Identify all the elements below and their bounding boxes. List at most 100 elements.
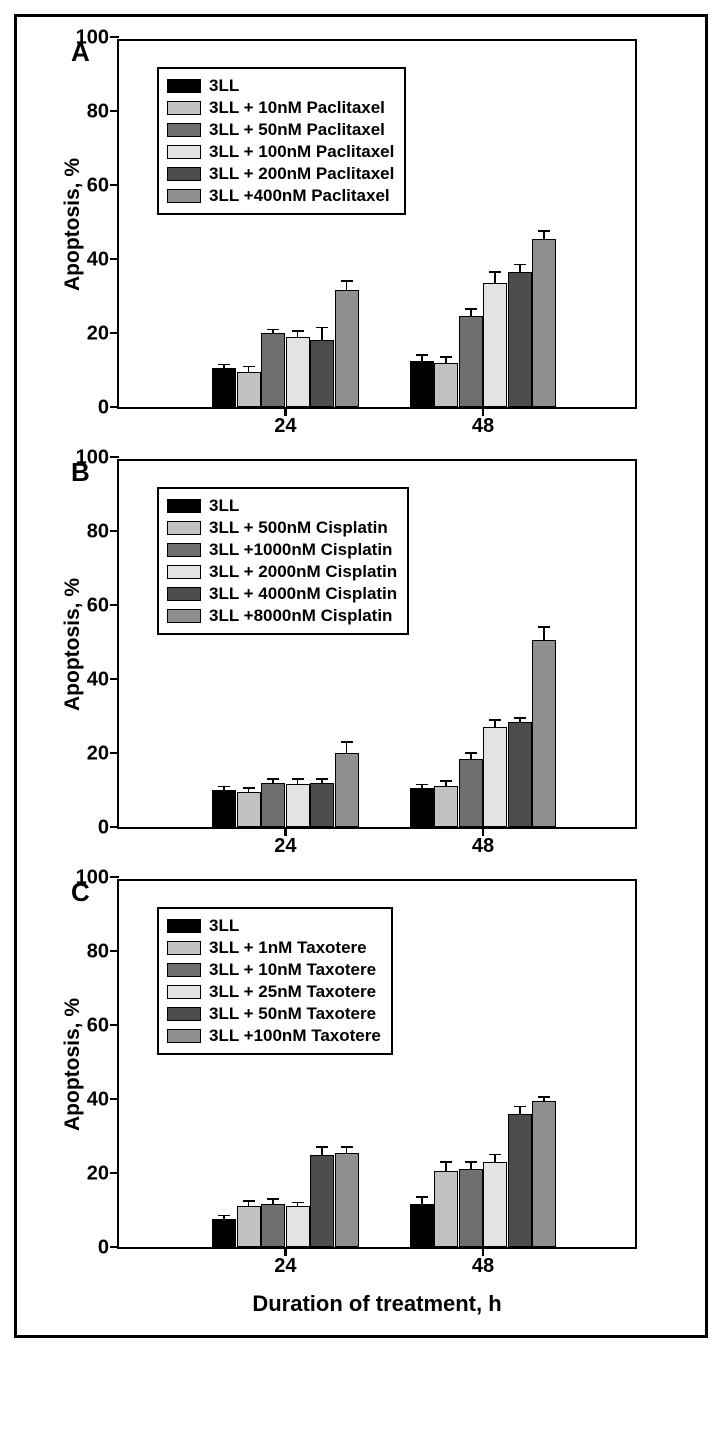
- legend-label: 3LL +400nM Paclitaxel: [209, 186, 390, 206]
- bar: [508, 272, 532, 407]
- error-bar-cap: [243, 1200, 255, 1202]
- x-tick-mark: [284, 407, 286, 416]
- bar: [237, 1206, 261, 1247]
- error-bar-cap: [267, 778, 279, 780]
- y-tick-label: 60: [87, 595, 119, 618]
- bar: [237, 372, 261, 407]
- error-bar-cap: [218, 786, 230, 788]
- bar: [212, 368, 236, 407]
- error-bar-stem: [470, 1162, 472, 1169]
- x-tick-mark: [284, 827, 286, 836]
- bar: [532, 239, 556, 407]
- y-tick-mark: [110, 1246, 119, 1248]
- bar: [310, 1155, 334, 1248]
- error-bar-stem: [248, 1201, 250, 1207]
- y-tick-mark: [110, 1024, 119, 1026]
- y-tick-label: 0: [98, 817, 119, 840]
- legend-label: 3LL + 1nM Taxotere: [209, 938, 367, 958]
- error-bar-cap: [489, 271, 501, 273]
- error-bar-cap: [514, 717, 526, 719]
- legend-label: 3LL + 2000nM Cisplatin: [209, 562, 397, 582]
- panel-c: CApoptosis, %02040608010024483LL3LL + 1n…: [27, 879, 695, 1283]
- legend-swatch: [167, 587, 201, 601]
- error-bar-cap: [538, 626, 550, 628]
- error-bar-stem: [519, 1106, 521, 1113]
- legend-swatch: [167, 167, 201, 181]
- bar: [434, 1171, 458, 1247]
- error-bar-stem: [470, 309, 472, 316]
- y-tick-label: 40: [87, 669, 119, 692]
- error-bar-cap: [489, 719, 501, 721]
- bar: [335, 290, 359, 407]
- y-tick-mark: [110, 530, 119, 532]
- y-tick-mark: [110, 456, 119, 458]
- y-axis-label: Apoptosis, %: [61, 158, 85, 291]
- legend-swatch: [167, 941, 201, 955]
- legend-swatch: [167, 189, 201, 203]
- bar: [483, 283, 507, 407]
- error-bar-stem: [346, 742, 348, 753]
- y-tick-mark: [110, 110, 119, 112]
- error-bar-stem: [494, 1155, 496, 1162]
- x-axis-label: Duration of treatment, h: [117, 1291, 637, 1317]
- error-bar-stem: [494, 720, 496, 727]
- y-tick-label: 20: [87, 743, 119, 766]
- error-bar-cap: [292, 778, 304, 780]
- legend-label: 3LL + 25nM Taxotere: [209, 982, 376, 1002]
- legend-swatch: [167, 79, 201, 93]
- y-tick-label: 60: [87, 1015, 119, 1038]
- plot-area: 02040608010024483LL3LL + 1nM Taxotere3LL…: [117, 879, 637, 1249]
- legend-swatch: [167, 919, 201, 933]
- bar: [237, 792, 261, 827]
- legend-label: 3LL + 4000nM Cisplatin: [209, 584, 397, 604]
- error-bar-stem: [543, 231, 545, 238]
- chart-wrap: Apoptosis, %02040608010024483LL3LL + 10n…: [117, 39, 637, 443]
- y-tick-label: 20: [87, 1163, 119, 1186]
- legend-row: 3LL + 4000nM Cisplatin: [167, 583, 397, 605]
- error-bar-cap: [218, 1215, 230, 1217]
- legend-row: 3LL: [167, 75, 394, 97]
- legend-row: 3LL + 500nM Cisplatin: [167, 517, 397, 539]
- error-bar-stem: [519, 265, 521, 272]
- bar: [335, 1153, 359, 1247]
- y-tick-mark: [110, 826, 119, 828]
- y-tick-label: 60: [87, 175, 119, 198]
- x-tick-mark: [284, 1247, 286, 1256]
- legend-label: 3LL + 10nM Paclitaxel: [209, 98, 385, 118]
- legend-label: 3LL + 50nM Paclitaxel: [209, 120, 385, 140]
- legend-label: 3LL: [209, 916, 239, 936]
- legend-label: 3LL: [209, 496, 239, 516]
- y-tick-label: 40: [87, 1089, 119, 1112]
- error-bar-stem: [321, 327, 323, 340]
- bar: [212, 790, 236, 827]
- y-tick-mark: [110, 1098, 119, 1100]
- error-bar-stem: [346, 1147, 348, 1153]
- error-bar-cap: [218, 364, 230, 366]
- y-tick-mark: [110, 258, 119, 260]
- error-bar-cap: [267, 1198, 279, 1200]
- y-tick-mark: [110, 752, 119, 754]
- legend-row: 3LL: [167, 495, 397, 517]
- legend-swatch: [167, 609, 201, 623]
- chart-wrap: Apoptosis, %02040608010024483LL3LL + 500…: [117, 459, 637, 863]
- error-bar-cap: [489, 1154, 501, 1156]
- y-tick-label: 100: [76, 27, 119, 50]
- panel-a: AApoptosis, %02040608010024483LL3LL + 10…: [27, 39, 695, 443]
- legend-row: 3LL +400nM Paclitaxel: [167, 185, 394, 207]
- bar: [508, 722, 532, 827]
- chart-wrap: Apoptosis, %02040608010024483LL3LL + 1nM…: [117, 879, 637, 1283]
- error-bar-cap: [341, 280, 353, 282]
- y-tick-mark: [110, 406, 119, 408]
- error-bar-cap: [316, 327, 328, 329]
- legend-swatch: [167, 543, 201, 557]
- legend-swatch: [167, 565, 201, 579]
- bar: [459, 1169, 483, 1247]
- plot-area: 02040608010024483LL3LL + 10nM Paclitaxel…: [117, 39, 637, 409]
- legend-label: 3LL +1000nM Cisplatin: [209, 540, 392, 560]
- error-bar-stem: [297, 331, 299, 337]
- bar: [261, 783, 285, 827]
- error-bar-cap: [292, 1202, 304, 1204]
- bar: [459, 759, 483, 827]
- legend-swatch: [167, 145, 201, 159]
- error-bar-cap: [440, 780, 452, 782]
